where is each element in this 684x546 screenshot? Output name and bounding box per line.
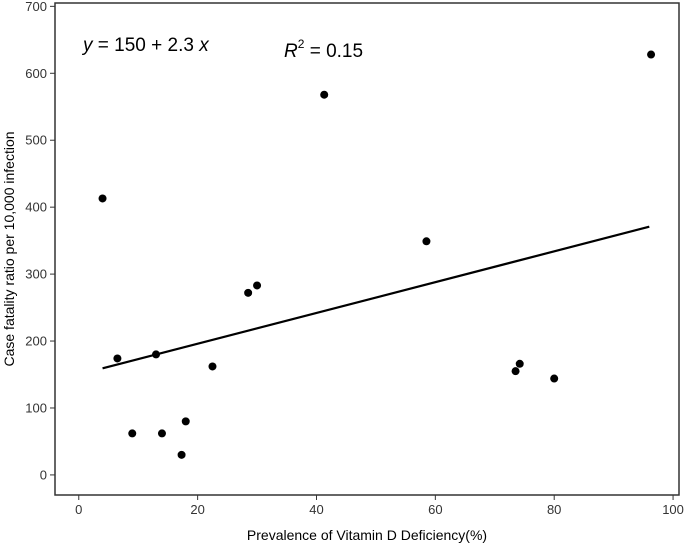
y-tick-label: 500	[25, 133, 47, 148]
y-axis-title: Case fatality ratio per 10,000 infection	[1, 131, 17, 366]
y-tick-label: 200	[25, 334, 47, 349]
r-squared-annotation: R2 = 0.15	[284, 37, 363, 62]
data-point	[177, 450, 186, 459]
plot-panel-border	[54, 2, 680, 496]
data-point	[511, 367, 520, 376]
y-tick-label: 600	[25, 66, 47, 81]
y-tick-label: 700	[25, 0, 47, 14]
x-tick-label: 60	[428, 502, 442, 517]
y-tick-label: 300	[25, 267, 47, 282]
data-point	[253, 281, 262, 290]
x-tick-label: 20	[190, 502, 204, 517]
x-tick-label: 40	[309, 502, 323, 517]
y-tick-label: 100	[25, 400, 47, 415]
data-point	[181, 417, 190, 426]
data-point	[422, 237, 431, 246]
data-point	[208, 362, 217, 371]
data-point	[98, 194, 107, 203]
x-tick-label: 80	[547, 502, 561, 517]
data-point	[550, 374, 559, 383]
x-tick-label: 100	[662, 502, 684, 517]
x-axis-ticks: 0 20 40 60 80 100	[75, 495, 684, 517]
data-point	[515, 359, 524, 368]
data-point	[128, 429, 137, 438]
data-points	[98, 50, 656, 459]
data-point	[152, 350, 161, 359]
data-point	[157, 429, 166, 438]
x-axis-title: Prevalence of Vitamin D Deficiency(%)	[247, 527, 487, 543]
equation-annotation: y = 150 + 2.3 x	[81, 35, 210, 56]
data-point	[320, 90, 329, 99]
y-axis-ticks: 0 100 200 300 400 500 600 700	[25, 0, 55, 482]
regression-line	[102, 225, 650, 370]
data-point	[113, 354, 122, 363]
y-tick-label: 400	[25, 200, 47, 215]
x-tick-label: 0	[75, 502, 82, 517]
y-tick-label: 0	[40, 467, 47, 482]
data-point	[647, 50, 656, 59]
data-point	[244, 288, 253, 297]
